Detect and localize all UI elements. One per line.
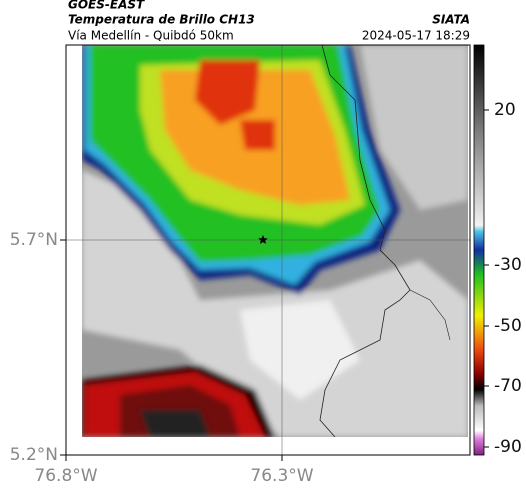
- colorbar-tick-label: -50: [494, 316, 522, 336]
- title: GOES-EAST: [68, 0, 145, 12]
- map-frame: [65, 44, 471, 456]
- subtitle: Temperatura de Brillo CH13: [68, 13, 255, 27]
- colorbar: [473, 44, 485, 456]
- colorbar-tick-label: 20: [494, 100, 516, 120]
- x-tick-label: 76.3°W: [250, 466, 313, 486]
- location-marker: [258, 235, 268, 244]
- route: Vía Medellín - Quibdó 50km: [68, 29, 234, 43]
- x-tick-label: 76.8°W: [34, 466, 97, 486]
- timestamp: 2024-05-17 18:29: [362, 29, 470, 43]
- colorbar-tick-label: -70: [494, 376, 522, 396]
- source: SIATA: [432, 13, 470, 27]
- colorbar-tick-label: -30: [494, 255, 522, 275]
- y-tick-label: 5.7°N: [10, 230, 58, 250]
- y-tick-label: 5.2°N: [10, 445, 58, 465]
- colorbar-tick-label: -90: [494, 437, 522, 457]
- satellite-image: [82, 45, 468, 437]
